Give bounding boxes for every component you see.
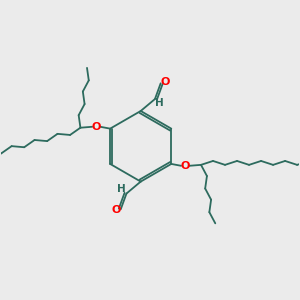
Text: O: O [160, 77, 170, 87]
Text: O: O [181, 161, 190, 171]
Text: O: O [111, 205, 121, 215]
Text: O: O [92, 122, 101, 132]
Text: H: H [118, 184, 126, 194]
Text: H: H [155, 98, 164, 108]
